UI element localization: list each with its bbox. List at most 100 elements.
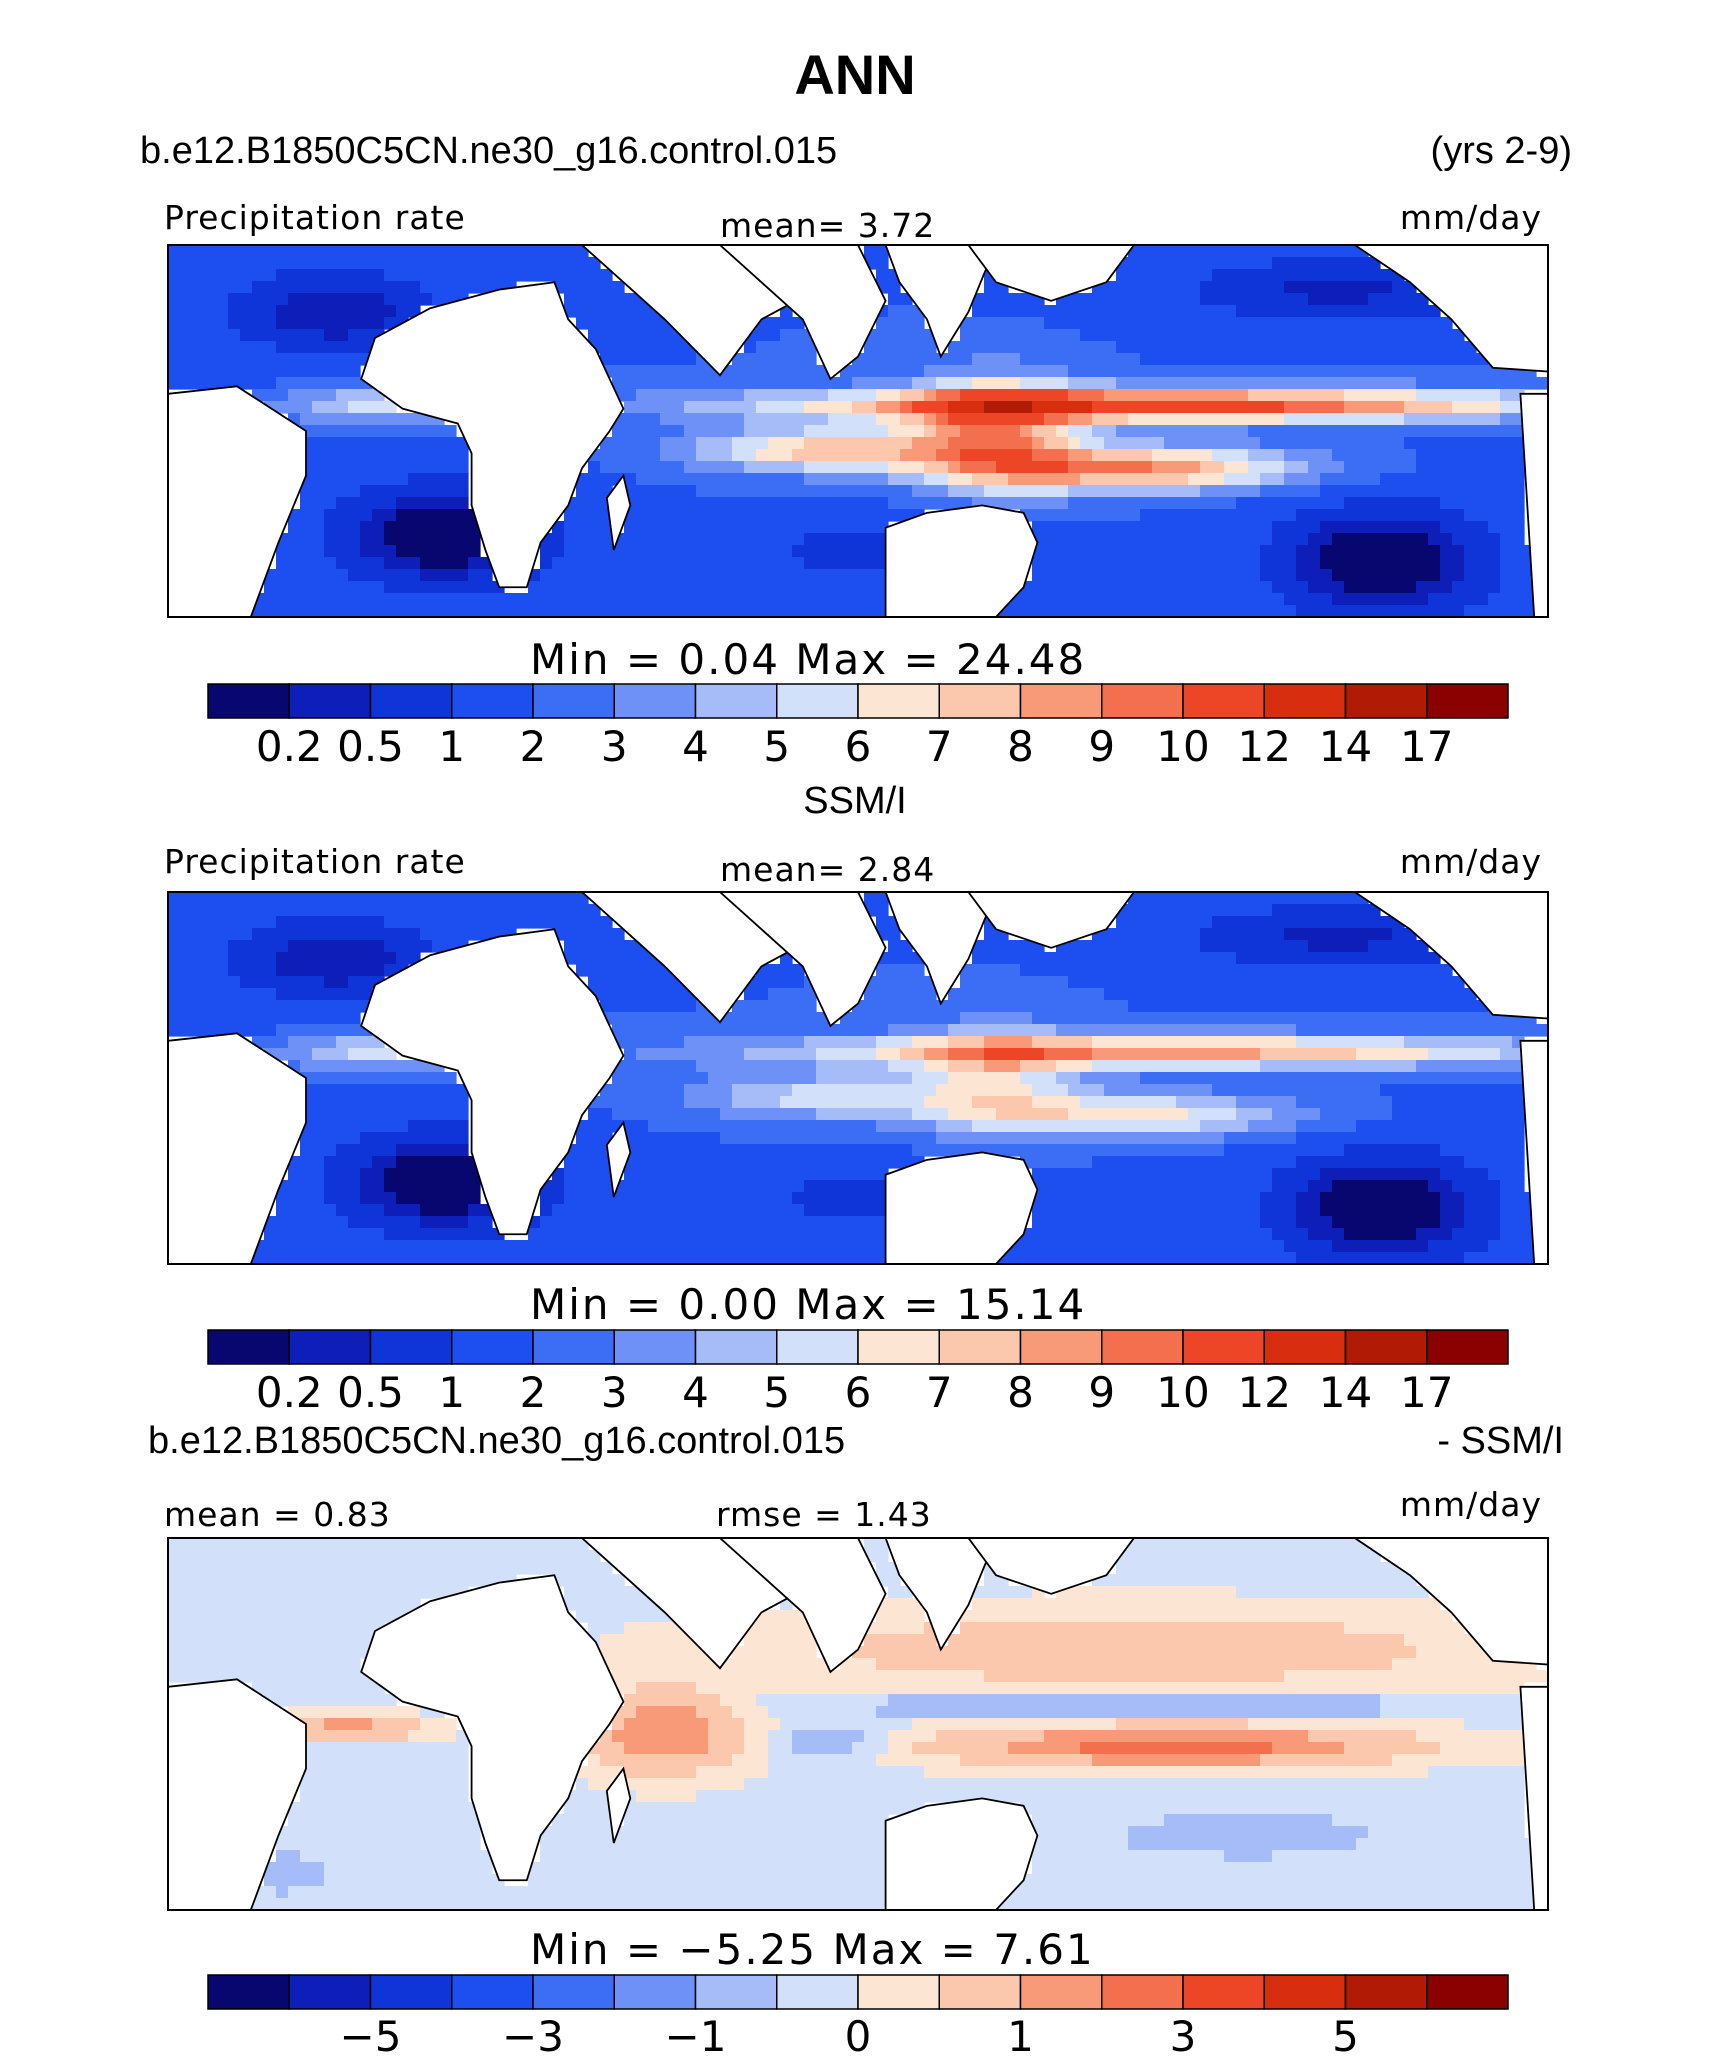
map-cell: [1272, 593, 1285, 606]
map-cell: [600, 317, 613, 330]
map-cell: [1344, 605, 1357, 618]
map-cell: [372, 533, 385, 546]
map-cell: [1140, 928, 1153, 941]
map-cell: [1296, 425, 1309, 438]
map-cell: [1452, 581, 1465, 594]
map-cell: [804, 1168, 817, 1181]
map-cell: [432, 569, 445, 582]
map-cell: [1176, 497, 1189, 510]
map-cell: [216, 916, 229, 929]
map-cell: [816, 569, 829, 582]
map-cell: [1068, 1156, 1081, 1169]
map-cell: [300, 1048, 313, 1061]
map-cell: [1152, 245, 1165, 258]
map-cell: [1212, 1072, 1225, 1085]
map-cell: [1068, 940, 1081, 953]
map-cell: [1140, 1024, 1153, 1037]
map-cell: [1080, 1000, 1093, 1013]
map-cell: [372, 1204, 385, 1217]
map-cell: [180, 988, 193, 1001]
map-cell: [552, 892, 565, 905]
map-cell: [444, 257, 457, 270]
map-cell: [360, 449, 373, 462]
map-cell: [732, 413, 745, 426]
map-cell: [1068, 449, 1081, 462]
map-cell: [180, 892, 193, 905]
map-cell: [888, 940, 901, 953]
map-cell: [1512, 1144, 1525, 1157]
map-cell: [864, 1204, 877, 1217]
map-cell: [444, 1084, 457, 1097]
map-cell: [756, 1108, 769, 1121]
map-cell: [660, 437, 673, 450]
map-cell: [1320, 1216, 1333, 1229]
map-cell: [180, 353, 193, 366]
map-cell: [408, 257, 421, 270]
map-cell: [768, 988, 781, 1001]
map-cell: [1464, 473, 1477, 486]
map-cell: [396, 533, 409, 546]
map-cell: [1320, 928, 1333, 941]
map-cell: [1248, 605, 1261, 618]
map-cell: [1260, 1132, 1273, 1145]
map-cell: [276, 593, 289, 606]
map-cell: [348, 461, 361, 474]
map-cell: [168, 281, 181, 294]
map-cell: [1176, 1168, 1189, 1181]
map-cell: [804, 1144, 817, 1157]
map-cell: [204, 976, 217, 989]
map-cell: [1128, 545, 1141, 558]
map-cell: [1284, 521, 1297, 534]
map-cell: [864, 473, 877, 486]
map-cell: [1428, 1216, 1441, 1229]
map-cell: [684, 1192, 697, 1205]
map-cell: [900, 449, 913, 462]
map-cell: [984, 1132, 997, 1145]
map-cell: [1176, 1000, 1189, 1013]
map-cell: [1140, 1144, 1153, 1157]
map-cell: [1152, 988, 1165, 1001]
map-cell: [1116, 557, 1129, 570]
map-cell: [1356, 976, 1369, 989]
map-cell: [312, 365, 325, 378]
map-cell: [1308, 1168, 1321, 1181]
map-cell: [1248, 1108, 1261, 1121]
map-cell: [1536, 1024, 1549, 1037]
map-cell: [1308, 1204, 1321, 1217]
map-cell: [372, 245, 385, 258]
map-cell: [1332, 940, 1345, 953]
map-cell: [1404, 437, 1417, 450]
map-cell: [576, 557, 589, 570]
map-cell: [1032, 1204, 1045, 1217]
map-cell: [396, 928, 409, 941]
map-cell: [1320, 425, 1333, 438]
map-cell: [600, 928, 613, 941]
map-cell: [1104, 365, 1117, 378]
map-cell: [588, 305, 601, 318]
map-cell: [1464, 521, 1477, 534]
map-cell: [1212, 485, 1225, 498]
map-cell: [1176, 1012, 1189, 1025]
map-cell: [960, 1120, 973, 1133]
map-cell: [684, 1060, 697, 1073]
map-cell: [636, 389, 649, 402]
map-cell: [312, 1096, 325, 1109]
map-cell: [1368, 269, 1381, 282]
map-cell: [1200, 341, 1213, 354]
map-cell: [1392, 497, 1405, 510]
map-cell: [1404, 353, 1417, 366]
map-cell: [168, 1012, 181, 1025]
map-cell: [1164, 353, 1177, 366]
map-cell: [336, 1096, 349, 1109]
map-cell: [1116, 1060, 1129, 1073]
map-cell: [1272, 305, 1285, 318]
map-cell: [1188, 1192, 1201, 1205]
map-cell: [1404, 1132, 1417, 1145]
map-cell: [792, 1204, 805, 1217]
map-cell: [864, 1024, 877, 1037]
map-cell: [756, 988, 769, 1001]
map-cell: [1368, 1000, 1381, 1013]
map-cell: [1092, 1120, 1105, 1133]
map-cell: [1080, 521, 1093, 534]
map-cell: [168, 377, 181, 390]
